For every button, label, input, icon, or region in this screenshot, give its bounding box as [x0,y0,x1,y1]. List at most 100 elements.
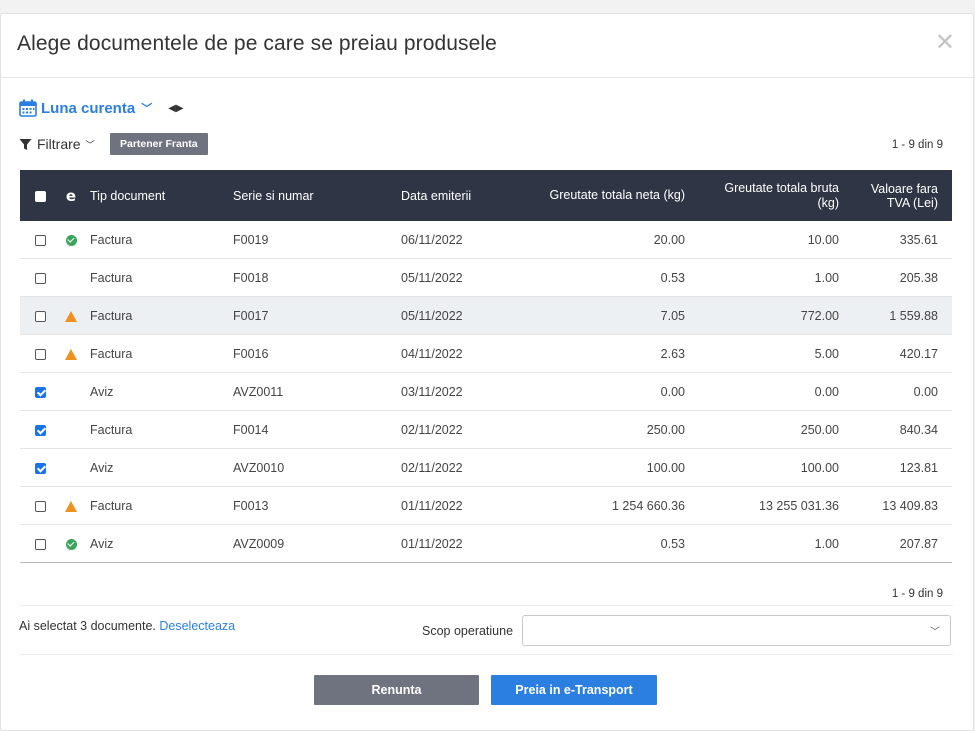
row-checkbox-cell[interactable] [20,258,60,297]
cell-tip-document: Factura [82,221,225,259]
filter-toggle[interactable]: Filtrare ﹀ [19,134,95,154]
chevron-down-icon: ﹀ [85,139,95,150]
chevron-down-icon: ﹀ [141,103,153,115]
cell-valoare: 420.17 [847,334,952,373]
scop-operatiune-label: Scop operatiune [422,624,514,638]
selection-info: Ai selectat 3 documente. Deselecteaza [19,619,235,633]
cancel-button[interactable]: Renunta [314,675,479,705]
column-valoare-fara-tva[interactable]: Valoare fara TVA (Lei) [870,181,938,210]
row-checkbox-cell[interactable] [20,410,60,449]
cell-valoare: 13 409.83 [847,486,952,525]
row-checkbox[interactable] [34,310,46,322]
deselect-link[interactable]: Deselecteaza [159,619,236,633]
row-checkbox-cell[interactable] [20,524,60,563]
period-selector[interactable]: Luna curenta ﹀ ◀▶ [19,98,184,118]
table-header-row: e Tip document Serie si numar Data emite… [20,170,952,221]
status-cell [60,410,82,449]
table-row[interactable]: Aviz AVZ0010 02/11/2022 100.00 100.00 123.81 [20,448,952,487]
row-checkbox-cell[interactable] [20,372,60,411]
status-cell [60,448,82,487]
row-checkbox[interactable] [34,386,46,398]
cell-data-emiterii: 04/11/2022 [393,334,539,373]
status-cell [60,524,82,563]
column-tip-document[interactable]: Tip document [90,188,166,203]
scop-operatiune-select[interactable]: ﹀ [522,615,951,646]
status-cell [60,258,82,297]
row-checkbox[interactable] [34,538,46,550]
warning-icon [65,310,77,322]
table-row[interactable]: Factura F0014 02/11/2022 250.00 250.00 840.34 [20,410,952,449]
row-checkbox[interactable] [34,424,46,436]
close-icon[interactable]: ✕ [934,29,955,56]
preia-e-transport-button[interactable]: Preia in e-Transport [491,675,657,705]
divider [20,605,953,606]
status-cell [60,372,82,411]
select-all-checkbox[interactable] [34,190,46,202]
cell-greutate-neta: 7.05 [539,296,693,335]
row-checkbox[interactable] [34,500,46,512]
row-checkbox-cell[interactable] [20,221,60,259]
table-row[interactable]: Aviz AVZ0009 01/11/2022 0.53 1.00 207.87 [20,524,952,563]
cell-serie-numar: AVZ0011 [225,372,393,411]
cell-greutate-bruta: 772.00 [693,296,847,335]
table-row[interactable]: Factura F0016 04/11/2022 2.63 5.00 420.17 [20,334,952,373]
cell-valoare: 205.38 [847,258,952,297]
row-checkbox[interactable] [34,272,46,284]
row-checkbox[interactable] [34,462,46,474]
select-all-checkbox-cell[interactable] [20,170,60,221]
cell-serie-numar: F0017 [225,296,393,335]
cell-data-emiterii: 03/11/2022 [393,372,539,411]
status-cell [60,486,82,525]
filter-tag-partner[interactable]: Partener Franta [110,133,208,155]
cell-greutate-neta: 250.00 [539,410,693,449]
cell-data-emiterii: 01/11/2022 [393,524,539,563]
row-checkbox-cell[interactable] [20,486,60,525]
cell-valoare: 335.61 [847,221,952,259]
table-row[interactable]: Aviz AVZ0011 03/11/2022 0.00 0.00 0.00 [20,372,952,411]
cell-data-emiterii: 05/11/2022 [393,296,539,335]
cell-tip-document: Factura [82,296,225,335]
cell-tip-document: Aviz [82,524,225,563]
column-serie-numar[interactable]: Serie si numar [233,188,314,203]
table-row[interactable]: Factura F0019 06/11/2022 20.00 10.00 335.61 [20,221,952,259]
prev-next-arrows-icon[interactable]: ◀▶ [168,102,184,114]
check-circle-icon [65,538,77,550]
cell-greutate-neta: 100.00 [539,448,693,487]
cell-data-emiterii: 02/11/2022 [393,448,539,487]
status-cell [60,221,82,259]
cell-valoare: 1 559.88 [847,296,952,335]
pagination-count-bottom: 1 - 9 din 9 [891,588,943,600]
table-row[interactable]: Factura F0013 01/11/2022 1 254 660.36 13 255… [20,486,952,525]
row-checkbox-cell[interactable] [20,334,60,373]
row-checkbox-cell[interactable] [20,296,60,335]
divider [20,654,953,655]
cell-serie-numar: F0018 [225,258,393,297]
cell-greutate-bruta: 5.00 [693,334,847,373]
row-checkbox[interactable] [34,234,46,246]
cell-tip-document: Factura [82,486,225,525]
cell-greutate-neta: 20.00 [539,221,693,259]
table-row[interactable]: Factura F0017 05/11/2022 7.05 772.00 1 559.88 [20,296,952,335]
cell-tip-document: Factura [82,334,225,373]
cell-greutate-bruta: 10.00 [693,221,847,259]
row-checkbox-cell[interactable] [20,448,60,487]
table-row[interactable]: Factura F0018 05/11/2022 0.53 1.00 205.38 [20,258,952,297]
column-greutate-bruta[interactable]: Greutate totala bruta (kg) [724,180,839,210]
cell-valoare: 840.34 [847,410,952,449]
cell-greutate-neta: 0.00 [539,372,693,411]
cell-greutate-neta: 1 254 660.36 [539,486,693,525]
row-checkbox[interactable] [34,348,46,360]
cell-serie-numar: F0016 [225,334,393,373]
period-label: Luna curenta [41,99,136,117]
cell-serie-numar: AVZ0009 [225,524,393,563]
cell-data-emiterii: 01/11/2022 [393,486,539,525]
selection-count-text: Ai selectat 3 documente. [19,619,156,633]
column-greutate-neta[interactable]: Greutate totala neta (kg) [549,188,686,202]
cell-serie-numar: AVZ0010 [225,448,393,487]
cell-tip-document: Aviz [82,372,225,411]
cell-greutate-bruta: 250.00 [693,410,847,449]
column-data-emiterii[interactable]: Data emiterii [401,188,472,203]
warning-icon [65,348,77,360]
cell-greutate-bruta: 1.00 [693,258,847,297]
status-cell [60,334,82,373]
